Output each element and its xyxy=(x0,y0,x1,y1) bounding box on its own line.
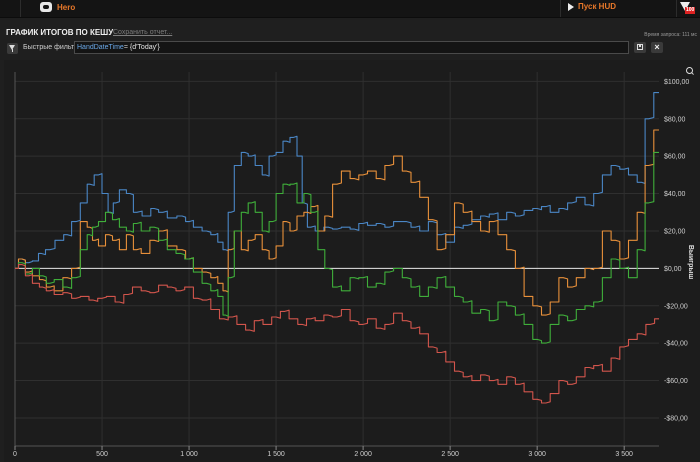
quick-filter-bar: Быстрые фильтры HandDateTime= {d'Today'}… xyxy=(3,40,663,56)
start-hud-button[interactable]: Пуск HUD xyxy=(568,2,616,11)
clear-filter-button[interactable]: × xyxy=(651,42,663,53)
x-tick-label: 1 500 xyxy=(267,451,285,458)
y-tick-label: -$40,00 xyxy=(664,341,688,348)
topbar-divider xyxy=(20,0,21,17)
filter-query-input[interactable]: HandDateTime= {d'Today'} xyxy=(74,41,629,54)
x-tick-label: 2 000 xyxy=(354,451,372,458)
zoom-icon[interactable] xyxy=(686,67,694,75)
query-time: Время запроса: 111 мс xyxy=(644,32,697,38)
funnel-icon xyxy=(9,45,15,50)
y-tick-label: -$80,00 xyxy=(664,415,688,422)
blue-series-line xyxy=(15,92,659,269)
x-tick-label: 0 xyxy=(13,451,17,458)
app-topbar: Hero Пуск HUD 100 xyxy=(0,0,700,18)
y-tick-label: -$20,00 xyxy=(664,303,688,310)
save-filter-button[interactable] xyxy=(634,42,646,53)
chart-grid xyxy=(14,72,659,447)
x-axis: 0 500 1 000 1 500 2 000 2 500 3 000 3 500 xyxy=(13,446,633,458)
notifications-button[interactable]: 100 xyxy=(680,2,698,15)
green-series-line xyxy=(15,151,659,344)
x-tick-label: 1 000 xyxy=(180,451,198,458)
y-tick-label: $80,00 xyxy=(664,116,686,123)
filter-query-value: {d'Today'} xyxy=(127,44,160,51)
y-tick-label: $20,00 xyxy=(664,228,686,235)
zoom-icon-ring xyxy=(686,67,693,74)
filter-button[interactable] xyxy=(7,43,18,54)
save-disk-icon xyxy=(637,44,643,50)
x-tick-label: 3 000 xyxy=(528,451,546,458)
x-tick-label: 500 xyxy=(96,451,108,458)
topbar-divider xyxy=(676,0,677,17)
chart-series xyxy=(15,92,659,404)
filter-funnel-icon xyxy=(680,2,690,11)
filter-query-operator: = xyxy=(123,44,128,51)
y-tick-label: $100,00 xyxy=(664,79,689,86)
y-axis: $100,00 $80,00 $60,00 $40,00 $20,00 $0,00 -$20… xyxy=(664,79,689,423)
start-hud-label: Пуск HUD xyxy=(578,2,617,11)
y-axis-label: Выигрыш xyxy=(687,245,694,280)
x-tick-label: 3 500 xyxy=(615,451,633,458)
app-name: Hero xyxy=(57,2,76,12)
red-series-line xyxy=(15,264,659,404)
page-title: ГРАФИК ИТОГОВ ПО КЕШУ xyxy=(6,28,114,37)
chart-area xyxy=(4,60,700,462)
y-tick-label: $60,00 xyxy=(664,154,686,161)
y-tick-label: $40,00 xyxy=(664,191,686,198)
save-report-link[interactable]: Сохранить отчет... xyxy=(113,29,173,36)
filter-query-field: HandDateTime xyxy=(77,44,124,51)
play-icon xyxy=(568,2,574,11)
report-header: ГРАФИК ИТОГОВ ПО КЕШУ Сохранить отчет...… xyxy=(0,28,700,40)
topbar-divider xyxy=(560,0,561,17)
x-tick-label: 2 500 xyxy=(441,451,459,458)
app-menu[interactable]: Hero xyxy=(40,2,75,12)
notification-badge: 100 xyxy=(685,7,696,14)
y-tick-label: -$60,00 xyxy=(664,378,688,385)
y-tick-label: $0,00 xyxy=(664,266,682,273)
funnel-icon-stem xyxy=(12,49,13,52)
app-logo-icon xyxy=(40,2,52,12)
quick-filter-label: Быстрые фильтры xyxy=(23,44,84,51)
